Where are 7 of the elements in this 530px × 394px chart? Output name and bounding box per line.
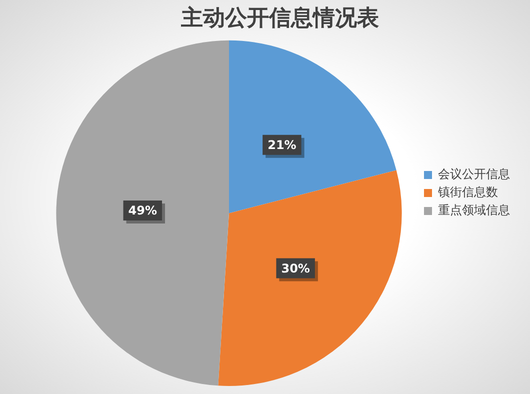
legend-label: 会议公开信息: [438, 167, 510, 182]
data-label: 49%: [128, 204, 158, 218]
data-label: 21%: [268, 138, 296, 152]
legend-label: 重点领域信息: [438, 203, 510, 218]
data-label: 30%: [281, 261, 310, 276]
legend-label: 镇街信息数: [437, 185, 498, 200]
chart-title: 主动公开信息情况表: [180, 4, 379, 31]
